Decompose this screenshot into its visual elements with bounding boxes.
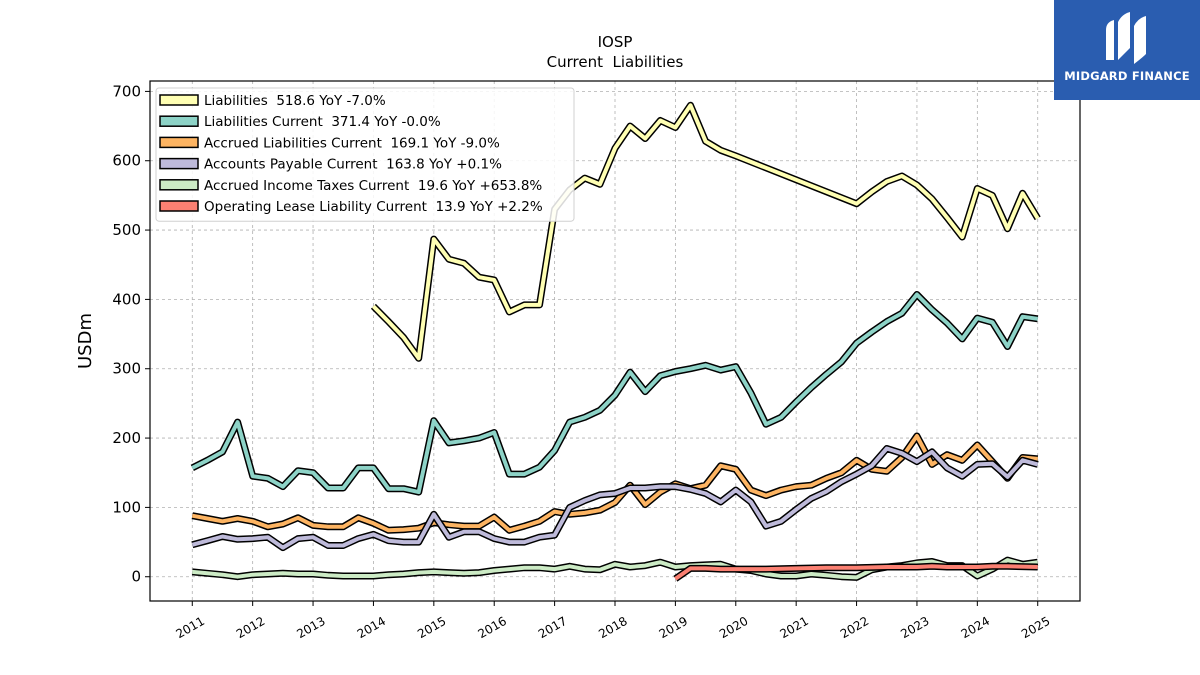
x-tick-label: 2023 [898, 614, 931, 641]
legend-label-0: Liabilities 518.6 YoY -7.0% [204, 93, 386, 109]
y-tick-label: 700 [112, 82, 141, 100]
logo-mark-icon [1106, 12, 1146, 64]
series-line-2 [191, 434, 1038, 533]
legend-swatch-2 [159, 136, 199, 149]
x-tick-label: 2021 [777, 614, 810, 641]
series-line-3 [191, 446, 1039, 550]
y-tick-label: 100 [112, 498, 141, 516]
brand-logo: MIDGARD FINANCE [1054, 0, 1200, 100]
legend: Liabilities 518.6 YoY -7.0% Liabilities C… [155, 87, 575, 222]
x-tick-label: 2024 [959, 614, 992, 641]
legend-label-3: Accounts Payable Current 163.8 YoY +0.1% [204, 157, 502, 173]
series-line-1 [191, 292, 1038, 495]
chart-title: IOSP [598, 33, 633, 51]
x-tick-label: 2018 [596, 614, 629, 641]
legend-swatch-0 [159, 94, 199, 106]
legend-box [155, 87, 575, 222]
y-tick-label: 400 [112, 290, 141, 308]
brand-name: MIDGARD FINANCE [1064, 69, 1190, 83]
x-tick-label: 2014 [355, 614, 388, 641]
legend-swatch-4 [159, 179, 199, 191]
series-line-5 [674, 564, 1038, 581]
y-axis: 0 100 200 300 400 500 600 700 [112, 82, 150, 586]
x-tick-label: 2012 [234, 614, 267, 641]
y-tick-label: 0 [131, 568, 141, 586]
legend-label-2: Accrued Liabilities Current 169.1 YoY -9… [204, 135, 500, 151]
series-line-0 [371, 103, 1040, 361]
x-tick-label: 2025 [1019, 614, 1052, 641]
legend-label-1: Liabilities Current 371.4 YoY -0.0% [204, 114, 441, 130]
chart-subtitle: Current Liabilities [547, 53, 684, 71]
y-tick-label: 300 [112, 360, 141, 378]
y-tick-label: 200 [112, 429, 141, 447]
legend-label-4: Accrued Income Taxes Current 19.6 YoY +6… [204, 178, 542, 194]
legend-swatch-3 [159, 157, 199, 170]
legend-swatch-1 [159, 115, 199, 127]
x-axis: 2011 2012 2013 2014 2015 2016 2017 2018 2019 2020… [174, 601, 1052, 641]
x-tick-label: 2020 [717, 614, 750, 641]
x-tick-label: 2015 [415, 614, 448, 641]
x-tick-label: 2011 [174, 614, 207, 641]
x-tick-label: 2022 [838, 614, 871, 641]
x-tick-label: 2019 [657, 614, 690, 641]
legend-label-5: Operating Lease Liability Current 13.9 Y… [204, 199, 543, 215]
x-tick-label: 2013 [294, 614, 327, 641]
legend-swatch-5 [159, 200, 199, 212]
x-tick-label: 2017 [536, 614, 569, 641]
y-axis-label: USDm [75, 313, 96, 369]
x-tick-label: 2016 [475, 614, 508, 641]
series-layer [190, 101, 1041, 582]
y-tick-label: 500 [112, 221, 141, 239]
y-tick-label: 600 [112, 152, 141, 170]
